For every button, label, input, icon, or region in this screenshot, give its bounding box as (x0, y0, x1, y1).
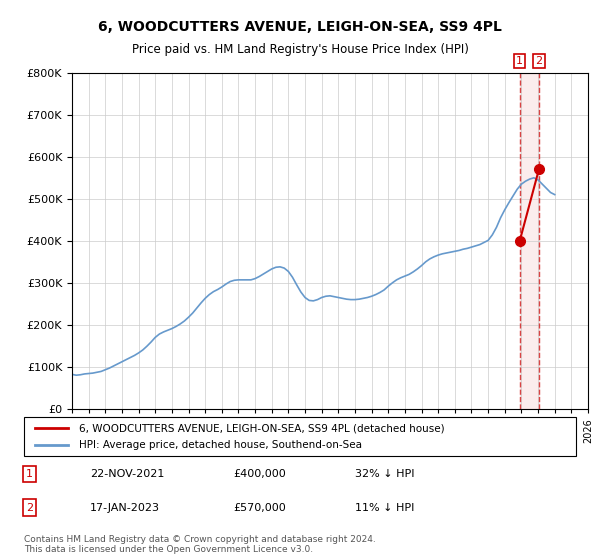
Text: 2: 2 (26, 502, 33, 512)
Text: 11% ↓ HPI: 11% ↓ HPI (355, 502, 415, 512)
Text: 22-NOV-2021: 22-NOV-2021 (90, 469, 164, 479)
Text: 1: 1 (26, 469, 33, 479)
Text: 2: 2 (535, 56, 542, 66)
Text: Contains HM Land Registry data © Crown copyright and database right 2024.
This d: Contains HM Land Registry data © Crown c… (24, 535, 376, 554)
Text: £570,000: £570,000 (234, 502, 287, 512)
Text: HPI: Average price, detached house, Southend-on-Sea: HPI: Average price, detached house, Sout… (79, 440, 362, 450)
Bar (520, 73, 539, 409)
FancyBboxPatch shape (24, 417, 576, 456)
Text: Price paid vs. HM Land Registry's House Price Index (HPI): Price paid vs. HM Land Registry's House … (131, 43, 469, 56)
Text: 6, WOODCUTTERS AVENUE, LEIGH-ON-SEA, SS9 4PL: 6, WOODCUTTERS AVENUE, LEIGH-ON-SEA, SS9… (98, 20, 502, 34)
Text: 6, WOODCUTTERS AVENUE, LEIGH-ON-SEA, SS9 4PL (detached house): 6, WOODCUTTERS AVENUE, LEIGH-ON-SEA, SS9… (79, 423, 445, 433)
Text: 17-JAN-2023: 17-JAN-2023 (90, 502, 160, 512)
Text: £400,000: £400,000 (234, 469, 287, 479)
Text: 32% ↓ HPI: 32% ↓ HPI (355, 469, 415, 479)
Text: 1: 1 (516, 56, 523, 66)
